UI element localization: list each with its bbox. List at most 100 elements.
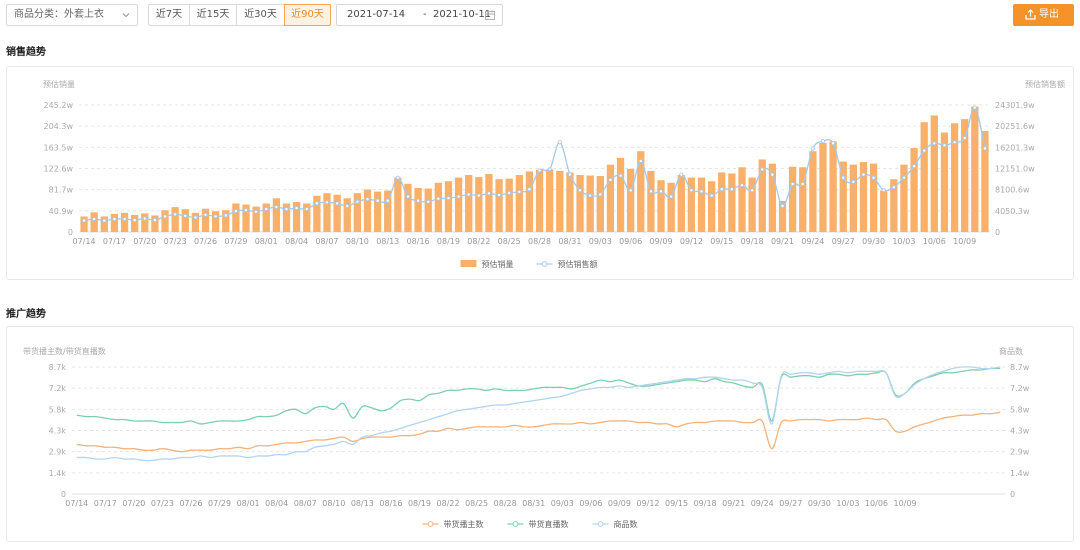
x-tick-label: 09/09 [608,499,631,508]
sales-amount-point [790,182,795,187]
sales-volume-bar [262,203,270,232]
sales-volume-bar [151,215,159,232]
x-tick-label: 10/06 [865,499,888,508]
sales-amount-point [942,143,947,148]
sales-volume-bar [333,194,341,232]
sales-amount-point [618,173,623,178]
sales-volume-bar [201,208,210,232]
sales-amount-point [416,198,421,203]
sales-amount-point [922,148,927,153]
sales-volume-bar [677,175,685,232]
x-tick-label: 08/13 [351,499,374,508]
sales-amount-point [689,188,694,193]
sales-amount-point [952,140,957,145]
sales-volume-bar [100,216,108,232]
x-tick-label: 08/25 [498,237,521,246]
sales-amount-point [557,140,562,145]
sales-amount-point [537,168,542,173]
sales-volume-bar [363,189,372,232]
date-separator: - [423,9,427,20]
sales-amount-point [355,199,360,204]
sales-volume-bar [576,175,584,232]
y-tick-left-label: 4.3k [49,427,67,436]
sales-amount-point [719,187,724,192]
sales-volume-bar [900,164,908,232]
sales-volume-bar [616,157,625,232]
export-button[interactable]: 导出 [1013,4,1074,26]
sales-amount-point [142,216,147,221]
sales-volume-bar [282,203,291,232]
chevron-down-icon [122,13,130,18]
x-tick-label: 08/19 [437,237,460,246]
date-range-picker[interactable]: 2021-07-14 - 2021-10-11 [336,4,503,26]
legend-label: 带货直播数 [529,519,569,529]
x-tick-label: 09/24 [751,499,774,508]
sales-volume-bar [849,164,857,232]
y-axis-left-title: 带货播主数/带货直播数 [23,346,106,356]
sales-amount-point [567,172,572,177]
y-tick-right-label: 7.2w [1010,384,1030,393]
sales-amount-point [901,175,906,180]
range-90-days-button[interactable]: 近90天 [284,4,331,26]
sales-amount-point [183,213,188,218]
x-tick-label: 07/20 [133,237,156,246]
y-tick-left-label: 81.7w [49,186,74,195]
sales-amount-point [163,214,168,219]
range-30-days-button[interactable]: 近30天 [236,4,285,26]
sales-volume-bar [131,214,139,232]
sales-volume-bar [384,190,392,232]
sales-volume-bar [606,164,615,232]
sales-volume-bar [232,203,240,232]
x-tick-label: 08/16 [379,499,402,508]
sales-amount-point [628,188,633,193]
sales-volume-bar [465,175,473,232]
sales-amount-point [426,199,431,204]
sales-amount-point [638,159,643,164]
sales-volume-bar [303,203,311,232]
sales-amount-point [436,196,441,201]
y-axis-right-title: 商品数 [999,346,1023,356]
y-tick-right-label: 8.7w [1010,363,1030,372]
x-tick-label: 10/09 [894,499,917,508]
y-tick-right-label: 20251.6w [995,122,1035,131]
sales-amount-point [264,207,269,212]
sales-amount-point [365,197,370,202]
x-tick-label: 08/13 [376,237,399,246]
x-tick-label: 07/20 [122,499,145,508]
sales-volume-bar [707,181,716,232]
sales-amount-point [608,177,613,182]
sales-amount-point [152,218,157,223]
x-tick-label: 08/28 [494,499,517,508]
sales-volume-bar [657,180,665,232]
sales-amount-point [446,196,451,201]
sales-volume-bar [90,212,98,232]
sales-amount-point [527,187,532,192]
sales-amount-point [740,183,745,188]
sales-volume-bar [627,168,635,232]
sales-amount-point [274,205,279,210]
promo-chart-panel: 带货播主数/带货直播数 商品数 0 0 1.4k 1.4w 2.9k 2.9w 4.3k 4.3w… [6,326,1074,542]
range-15-days-button[interactable]: 近15天 [189,4,237,26]
x-tick-label: 08/22 [467,237,490,246]
sales-volume-bar [596,176,604,232]
sales-volume-bar [495,179,503,232]
y-tick-right-label: 16201.3w [995,143,1035,152]
sales-volume-bar [485,173,493,232]
category-select[interactable]: 商品分类：外套上衣 [6,4,138,26]
legend-swatch-dot [597,521,604,527]
sales-volume-bar [839,161,847,232]
x-tick-label: 08/10 [322,499,345,508]
range-7-days-button[interactable]: 近7天 [148,4,190,26]
legend-swatch-dot [541,261,548,267]
sales-volume-bar [546,169,554,232]
filter-toolbar: 商品分类：外套上衣 近7天 近15天 近30天 近90天 2021-07-14 … [0,0,1080,34]
sales-amount-point [750,188,755,193]
sales-volume-bar [272,198,281,232]
legend-label: 商品数 [614,519,638,529]
sales-volume-bar [110,213,119,232]
sales-amount-point [659,189,664,194]
sales-volume-bar [161,210,169,232]
sales-amount-point [375,198,380,203]
sales-volume-bar [738,167,746,232]
